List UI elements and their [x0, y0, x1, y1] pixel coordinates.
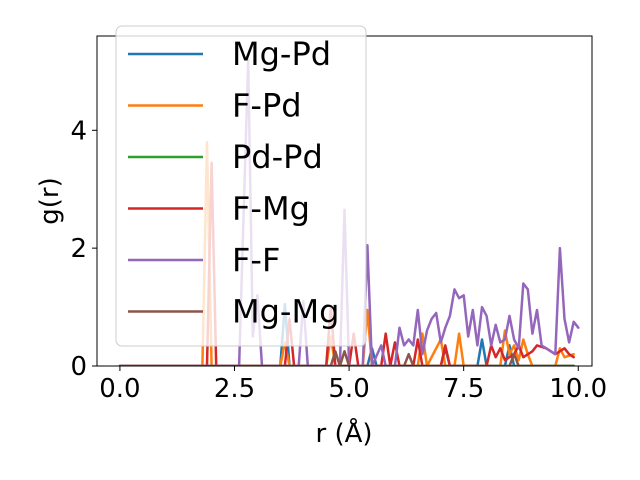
legend-label-f-mg: F-Mg	[232, 190, 310, 228]
x-tick-label: 2.5	[214, 374, 255, 404]
legend-label-pd-pd: Pd-Pd	[232, 138, 323, 176]
y-axis-label: g(r)	[35, 177, 65, 224]
x-axis-label: r (Å)	[315, 417, 372, 449]
legend-label-mg-mg: Mg-Mg	[232, 293, 339, 331]
x-tick-label: 10.0	[549, 374, 607, 404]
legend-label-mg-pd: Mg-Pd	[232, 35, 331, 73]
y-tick-label: 2	[70, 234, 87, 264]
x-tick-label: 0.0	[99, 374, 140, 404]
x-axis-ticks: 0.0 2.5 5.0 7.5 10.0	[99, 366, 607, 404]
x-tick-label: 7.5	[443, 374, 484, 404]
y-axis-ticks: 0 2 4	[70, 116, 97, 382]
series-line-f-mg	[118, 161, 575, 366]
x-tick-label: 5.0	[328, 374, 369, 404]
series-line-mg-mg	[118, 350, 575, 366]
legend-label-f-f: F-F	[232, 241, 280, 279]
y-tick-label: 0	[70, 352, 87, 382]
legend-items: Mg-Pd F-Pd Pd-Pd F-Mg F-F Mg-Mg	[128, 35, 339, 331]
legend: Mg-Pd F-Pd Pd-Pd F-Mg F-F Mg-Mg	[115, 25, 367, 347]
legend-label-f-pd: F-Pd	[232, 87, 302, 125]
y-tick-label: 4	[70, 116, 87, 146]
